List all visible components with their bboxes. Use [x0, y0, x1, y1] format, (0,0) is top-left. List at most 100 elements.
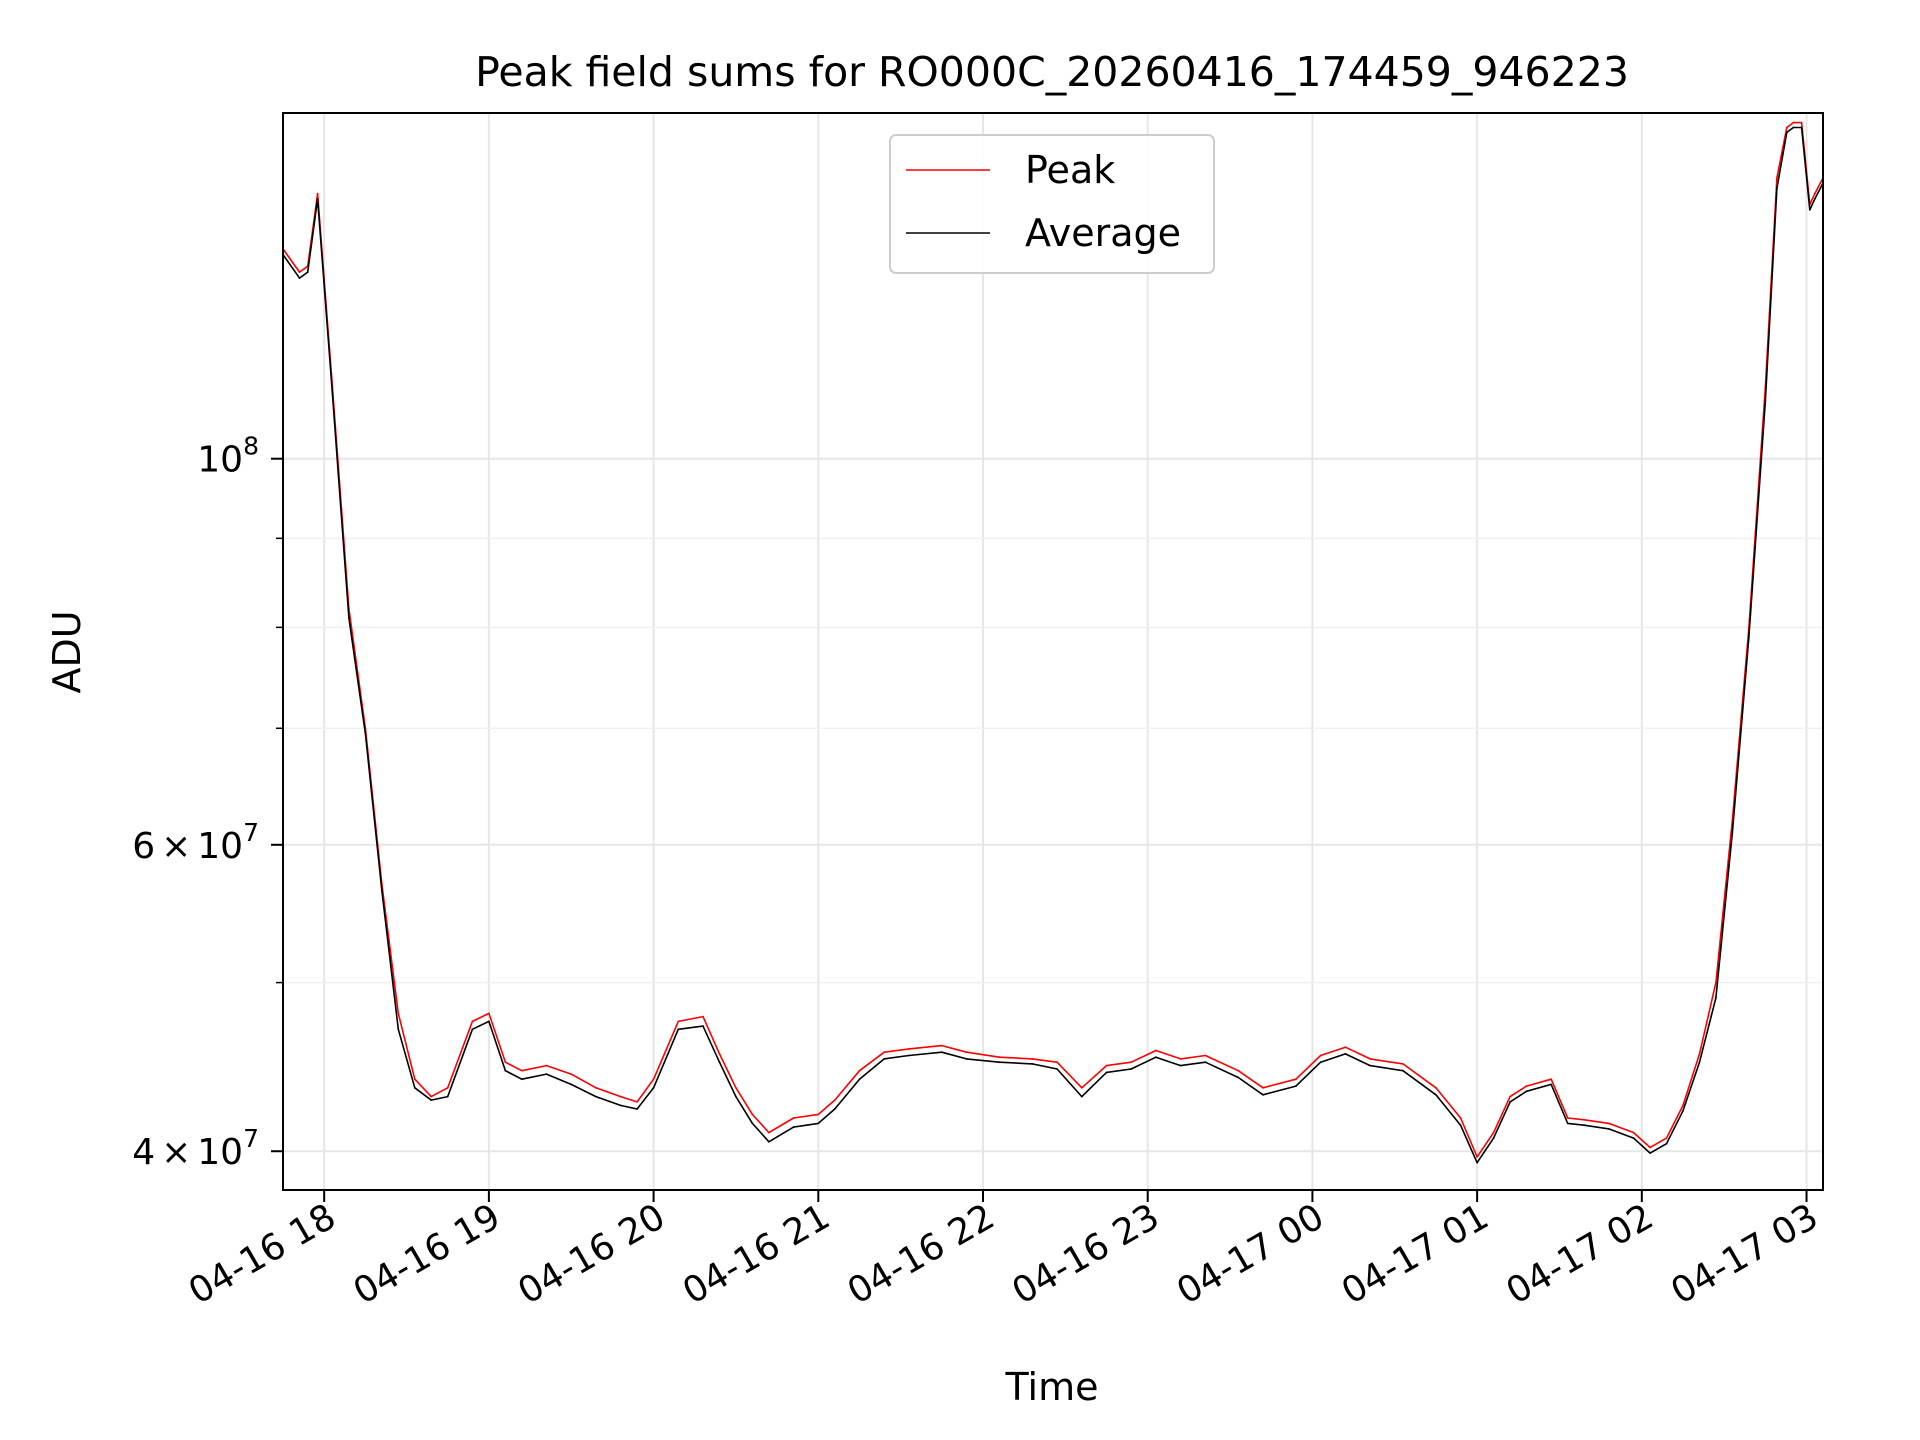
- point-average-76: [1813, 198, 1816, 200]
- point-average-65: [1682, 1109, 1684, 1112]
- point-peak-61: [1608, 1122, 1610, 1125]
- point-peak-36: [998, 1056, 1001, 1059]
- point-average-46: [1262, 1093, 1264, 1096]
- point-average-57: [1525, 1090, 1528, 1093]
- point-average-30: [833, 1108, 836, 1110]
- point-peak-62: [1632, 1131, 1635, 1134]
- point-peak-28: [792, 1117, 795, 1119]
- point-average-1: [298, 277, 301, 279]
- point-average-24: [718, 1061, 721, 1064]
- point-average-12: [471, 1028, 474, 1031]
- point-average-60: [1583, 1124, 1586, 1127]
- y-tick-label-0: 108: [197, 432, 259, 481]
- point-average-5: [348, 617, 350, 619]
- point-average-18: [595, 1095, 597, 1098]
- point-average-41: [1130, 1068, 1133, 1070]
- point-average-21: [652, 1086, 655, 1089]
- point-average-6: [364, 732, 367, 735]
- point-average-75: [1808, 208, 1811, 211]
- point-average-25: [735, 1095, 737, 1098]
- series-line-peak: [282, 121, 1824, 1158]
- point-average-70: [1764, 399, 1767, 402]
- point-average-51: [1402, 1069, 1404, 1072]
- point-average-40: [1105, 1071, 1108, 1074]
- point-peak-24: [718, 1053, 721, 1055]
- y-axis: 108 6 × 107 4 × 107: [132, 432, 283, 1173]
- point-peak-11: [446, 1086, 449, 1089]
- point-peak-16: [545, 1064, 548, 1067]
- point-average-54: [1476, 1161, 1478, 1164]
- point-peak-22: [677, 1020, 680, 1023]
- point-average-11: [446, 1095, 449, 1098]
- point-average-32: [883, 1058, 886, 1060]
- point-average-45: [1237, 1076, 1240, 1079]
- point-average-52: [1435, 1093, 1437, 1096]
- point-peak-9: [413, 1078, 416, 1081]
- point-peak-58: [1550, 1078, 1553, 1081]
- point-average-58: [1550, 1083, 1553, 1086]
- point-average-29: [817, 1122, 820, 1125]
- point-peak-55: [1492, 1131, 1495, 1134]
- point-peak-64: [1665, 1137, 1668, 1139]
- point-average-14: [504, 1069, 507, 1072]
- y-tick-label-2: 4 × 107: [132, 1124, 259, 1173]
- point-average-59: [1566, 1122, 1569, 1125]
- point-peak-60: [1583, 1118, 1586, 1121]
- point-peak-71: [1776, 177, 1778, 179]
- point-peak-74: [1800, 121, 1803, 124]
- point-average-73: [1792, 126, 1795, 129]
- point-peak-76: [1813, 192, 1816, 195]
- point-peak-72: [1785, 126, 1788, 129]
- point-peak-44: [1204, 1054, 1207, 1057]
- point-average-66: [1698, 1061, 1701, 1064]
- point-peak-21: [652, 1078, 655, 1081]
- point-average-61: [1608, 1128, 1610, 1130]
- series-line-average: [282, 126, 1824, 1164]
- point-average-3: [316, 198, 319, 200]
- point-average-34: [940, 1051, 943, 1054]
- point-peak-19: [619, 1095, 622, 1098]
- point-peak-29: [817, 1113, 820, 1116]
- point-average-35: [965, 1058, 968, 1060]
- point-peak-27: [768, 1131, 770, 1134]
- point-peak-51: [1402, 1063, 1404, 1065]
- point-peak-42: [1155, 1049, 1157, 1052]
- point-average-62: [1632, 1137, 1635, 1139]
- point-average-27: [768, 1140, 770, 1143]
- point-peak-1: [298, 271, 301, 273]
- point-peak-37: [1031, 1058, 1034, 1060]
- point-average-56: [1509, 1101, 1511, 1103]
- point-average-31: [858, 1078, 861, 1081]
- point-average-28: [792, 1126, 795, 1128]
- point-peak-65: [1682, 1104, 1684, 1107]
- point-average-69: [1748, 636, 1750, 638]
- point-peak-20: [636, 1101, 638, 1103]
- point-peak-40: [1105, 1064, 1108, 1067]
- point-average-53: [1459, 1124, 1462, 1127]
- point-peak-18: [595, 1086, 597, 1089]
- plot-frame: [282, 112, 1824, 1191]
- point-average-38: [1056, 1068, 1058, 1070]
- point-peak-73: [1792, 121, 1795, 124]
- point-average-13: [488, 1020, 490, 1023]
- point-peak-23: [702, 1015, 704, 1018]
- point-peak-52: [1435, 1086, 1437, 1089]
- point-average-15: [520, 1078, 523, 1081]
- point-average-68: [1731, 831, 1734, 834]
- point-average-19: [619, 1104, 622, 1107]
- point-peak-8: [397, 1012, 400, 1015]
- point-average-20: [636, 1108, 638, 1110]
- point-peak-13: [488, 1012, 490, 1015]
- point-average-71: [1776, 187, 1778, 190]
- point-peak-15: [520, 1069, 523, 1072]
- point-peak-12: [471, 1020, 474, 1023]
- point-average-47: [1295, 1085, 1297, 1087]
- point-average-55: [1492, 1137, 1495, 1139]
- point-average-49: [1344, 1053, 1347, 1055]
- point-peak-50: [1369, 1058, 1371, 1060]
- point-peak-26: [751, 1113, 754, 1116]
- legend-label-average: Average: [1025, 211, 1181, 255]
- point-peak-35: [965, 1051, 968, 1054]
- point-peak-43: [1179, 1058, 1182, 1060]
